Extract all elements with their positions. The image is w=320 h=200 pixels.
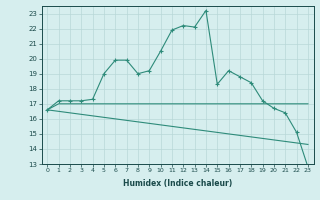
X-axis label: Humidex (Indice chaleur): Humidex (Indice chaleur) xyxy=(123,179,232,188)
